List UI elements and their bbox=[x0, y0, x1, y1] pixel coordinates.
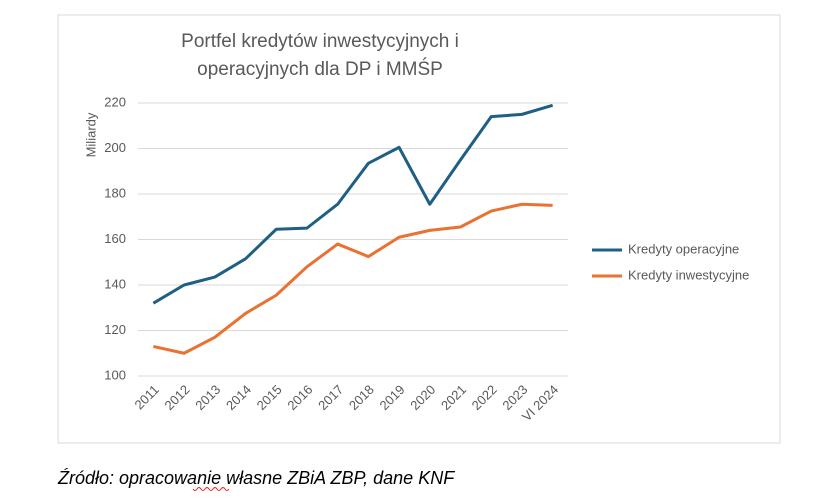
y-tick-label: 180 bbox=[104, 185, 126, 200]
y-tick-label: 200 bbox=[104, 140, 126, 155]
y-tick-label: 220 bbox=[104, 94, 126, 109]
series-line bbox=[153, 202, 553, 355]
legend-label: Kredyty inwestycyjne bbox=[628, 267, 749, 282]
spell-underline bbox=[192, 487, 230, 491]
y-tick-label: 100 bbox=[104, 367, 126, 382]
y-tick-label: 120 bbox=[104, 322, 126, 337]
chart-title: Portfel kredytów inwestycyjnych i operac… bbox=[181, 31, 459, 80]
chart-frame bbox=[57, 14, 781, 444]
source-note: Źródło: opracowanie własne ZBiA ZBP, dan… bbox=[58, 468, 455, 488]
y-axis-label: Miliardy bbox=[83, 112, 98, 157]
legend-label: Kredyty operacyjne bbox=[628, 241, 739, 256]
series-line bbox=[152, 103, 554, 305]
y-tick-label: 160 bbox=[104, 231, 126, 246]
y-tick-label: 140 bbox=[104, 276, 126, 291]
